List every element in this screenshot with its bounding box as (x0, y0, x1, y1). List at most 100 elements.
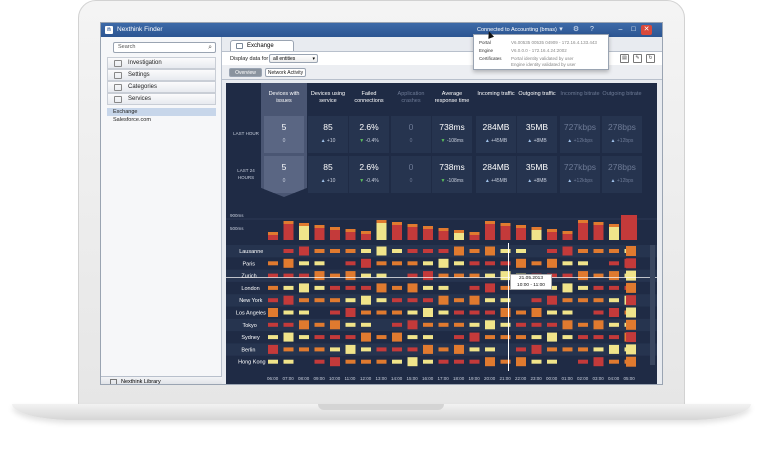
search-icon[interactable]: ⌕ (208, 44, 212, 51)
city-label: Berlin (241, 347, 255, 353)
heatmap-cell (593, 335, 604, 340)
metric-delta: ▲ +12kbps (567, 138, 593, 144)
minimize-button[interactable]: – (618, 26, 623, 33)
heatmap-cell (531, 359, 542, 364)
heatmap-scrollbar[interactable] (650, 245, 655, 365)
row-label-last-24-hours: LAST 24 HOURS (237, 168, 255, 180)
column-header: Devices with issues (268, 91, 300, 104)
metric-cell[interactable]: 284MB ▲ +45MB (476, 156, 516, 193)
heatmap-cell (299, 261, 309, 266)
heatmap-cell (626, 246, 636, 256)
metric-cell[interactable]: 85 ▲ +10 (308, 116, 348, 153)
close-button[interactable]: ✕ (641, 25, 652, 35)
metric-value: 5 (281, 162, 287, 172)
strip-bar (593, 222, 604, 240)
heatmap-cell (609, 322, 619, 327)
heatmap-cell (392, 285, 402, 290)
heatmap-cell (593, 249, 604, 253)
metric-cell[interactable]: 278bps ▲ +12bps (602, 156, 642, 193)
strip-bar-cap (314, 225, 325, 228)
entity-select[interactable]: all entities ▾ (269, 54, 318, 63)
gear-icon[interactable]: ⚙ (572, 26, 580, 33)
heatmap-cell (547, 310, 557, 315)
strip-bar (438, 228, 449, 240)
search-input[interactable]: Search ⌕ (113, 42, 216, 53)
heatmap-cell (407, 357, 418, 367)
sidebar-item-services[interactable]: Services (107, 93, 216, 105)
metric-cell[interactable]: 85 ▲ +10 (308, 156, 348, 193)
strip-bar-cap (345, 229, 356, 232)
metric-cell[interactable]: 738ms ▼ -108ms (432, 116, 472, 153)
heatmap-cell (626, 344, 636, 355)
heatmap-cell (283, 347, 294, 352)
metric-delta: 0 (282, 178, 286, 184)
chevron-down-icon[interactable]: ▾ (559, 26, 563, 33)
sidebar-item-settings[interactable]: Settings (107, 69, 216, 81)
heatmap-cell (531, 261, 542, 266)
metric-cell[interactable]: 284MB ▲ +45MB (476, 116, 516, 153)
strip-bar-cap (485, 221, 495, 224)
tab-exchange[interactable]: Exchange (230, 40, 294, 51)
app-window: n Nexthink Finder Connected to Accountin… (100, 22, 663, 385)
metric-cell[interactable]: 278bps ▲ +12bps (602, 116, 642, 153)
sidebar-item-investigation[interactable]: Investigation (107, 57, 216, 69)
metric-cell[interactable]: 727kbps ▲ +12kbps (560, 156, 600, 193)
maximize-button[interactable]: □ (631, 26, 636, 33)
metric-cell[interactable]: 2.6% ▼ -0.4% (349, 156, 389, 193)
heatmap-cell (578, 271, 588, 281)
metric-delta: ▲ +45MB (484, 178, 508, 184)
tree-item-salesforce[interactable]: Salesforce.com (113, 117, 151, 123)
strip-bar-cap (454, 230, 464, 233)
heatmap-cell (469, 285, 480, 290)
heatmap-cell (345, 344, 356, 354)
time-tick: 07:00 (283, 376, 295, 381)
heatmap-cell (609, 249, 619, 253)
app-logo-icon: n (105, 26, 113, 34)
chevron-down-icon: ▾ (312, 56, 315, 62)
edit-icon[interactable]: ✎ (633, 54, 642, 63)
sidebar-item-categories[interactable]: Categories (107, 81, 216, 93)
strip-bar (283, 221, 294, 240)
heatmap-cell (345, 285, 356, 290)
metric-cell[interactable]: 738ms ▼ -108ms (432, 156, 472, 193)
heatmap-cell (407, 261, 418, 266)
time-tick: 23:00 (531, 376, 543, 381)
heatmap-cell (593, 357, 604, 367)
time-tick: 22:00 (515, 376, 527, 381)
metric-cell[interactable]: 35MB ▲ +8MB (517, 156, 557, 193)
heatmap-cell (376, 347, 387, 352)
tab-overview[interactable]: Overview (229, 68, 262, 77)
metric-cell[interactable]: 35MB ▲ +8MB (517, 116, 557, 153)
heatmap-cell (562, 335, 573, 340)
time-tick: 20:00 (484, 376, 496, 381)
metric-cell[interactable]: 727kbps ▲ +12kbps (560, 116, 600, 153)
time-tick: 13:00 (376, 376, 388, 381)
settings-icon (114, 72, 122, 79)
heatmap-cell (593, 285, 604, 290)
heatmap-cell (392, 347, 402, 352)
heatmap-chart: 900ms 500ms Lausanne Paris Zurich London New Y… (226, 213, 657, 381)
heatmap-cell (376, 359, 387, 364)
strip-bar-cap (438, 228, 449, 231)
metric-cell[interactable]: 2.6% ▼ -0.4% (349, 116, 389, 153)
help-icon[interactable]: ? (590, 26, 594, 33)
heatmap-cell (500, 359, 511, 364)
tab-network-activity[interactable]: Network Activity (265, 68, 306, 77)
heatmap-cell (454, 335, 464, 340)
refresh-icon[interactable]: ↻ (646, 54, 655, 63)
connection-status[interactable]: Connected to Accounting (bmas) (477, 27, 557, 33)
tree-item-exchange[interactable]: Exchange (107, 108, 216, 116)
library-button[interactable]: Nexthink Library (101, 376, 222, 384)
heatmap-cell (547, 359, 557, 364)
sidebar-item-label: Services (128, 96, 152, 102)
sidebar-item-label: Investigation (128, 60, 162, 66)
time-tick: 15:00 (407, 376, 419, 381)
save-icon[interactable]: ▤ (620, 54, 629, 63)
metric-value: 727kbps (563, 162, 597, 172)
service-icon (236, 43, 243, 49)
heatmap-cell (485, 273, 495, 278)
